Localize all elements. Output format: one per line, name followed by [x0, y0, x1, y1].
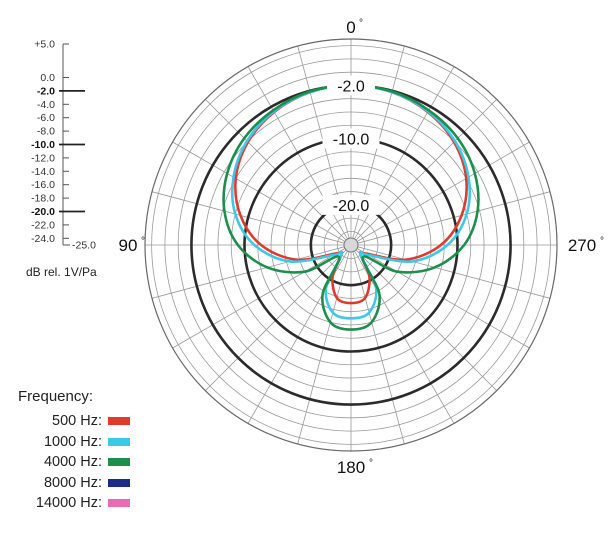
- grid-ring: [297, 191, 405, 299]
- series-curve-4000-hz: [222, 84, 480, 331]
- legend-swatch: [108, 417, 130, 426]
- angle-label: 0: [346, 18, 355, 37]
- series-curve-500-hz: [234, 84, 468, 305]
- grid-ring: [336, 230, 366, 260]
- legend-label: 4000 Hz:: [43, 454, 102, 471]
- scale-tick-label: -18.0: [31, 193, 55, 205]
- degree-symbol: °: [600, 236, 604, 247]
- scale-tick-label: -6.0: [37, 112, 55, 124]
- grid-ring: [283, 177, 419, 313]
- legend-swatch: [108, 437, 130, 446]
- angle-label: 180: [337, 458, 365, 477]
- grid-ring: [270, 164, 432, 326]
- ring-label: -2.0: [337, 78, 365, 95]
- center-hub: [343, 237, 359, 253]
- ring-label-bg: [322, 128, 380, 149]
- series-curve-1000-hz: [230, 84, 472, 320]
- legend-item: 500 Hz:: [18, 411, 130, 432]
- scale-tick-label: -4.0: [37, 99, 55, 111]
- grid-ring: [204, 98, 498, 392]
- legend-label: 14000 Hz:: [35, 495, 102, 512]
- grid-ring: [217, 111, 485, 379]
- degree-symbol: °: [141, 236, 145, 247]
- grid-ring: [257, 151, 445, 339]
- scale-tick-label: -12.0: [31, 152, 55, 164]
- scale-tick-label: -10.0: [31, 139, 55, 151]
- grid-outer-ring: [144, 38, 558, 452]
- grid-ring: [323, 217, 379, 273]
- scale-tick-label: -20.0: [31, 206, 55, 218]
- angle-label: 90: [119, 236, 138, 255]
- angle-label: 270: [568, 236, 596, 255]
- unit-label: dB rel. 1V/Pa: [26, 265, 97, 279]
- scale-tick-label: 0.0: [40, 72, 55, 84]
- grid-ring: [230, 124, 472, 366]
- scale-tick-label: -25.0: [72, 240, 96, 252]
- degree-symbol: °: [369, 458, 373, 469]
- scale-tick-label: -8.0: [37, 126, 55, 138]
- ring-label: -20.0: [333, 198, 370, 215]
- legend-item: 4000 Hz:: [18, 452, 130, 473]
- legend-title: Frequency:: [18, 388, 94, 405]
- scale-tick-label: +5.0: [34, 39, 55, 51]
- legend-item: 8000 Hz:: [18, 473, 130, 494]
- scale-tick-label: -16.0: [31, 179, 55, 191]
- grid-ring: [164, 58, 538, 432]
- degree-symbol: °: [359, 18, 363, 29]
- legend-swatch: [108, 478, 130, 487]
- scale-tick-label: -24.0: [31, 233, 55, 245]
- series-curves: [222, 84, 480, 331]
- polar-labels: 0 °90 °180 °270 °-2.0-10.0-20.0: [119, 18, 604, 477]
- ring-label-bg: [322, 194, 380, 215]
- legend-label: 1000 Hz:: [43, 433, 102, 450]
- legend-swatch: [108, 499, 130, 508]
- ring-label: -10.0: [333, 132, 370, 149]
- legend-item: 1000 Hz:: [18, 432, 130, 453]
- legend: Frequency: 500 Hz: 1000 Hz: 4000 Hz: 800…: [18, 388, 148, 514]
- grid-ring: [177, 71, 525, 419]
- legend-item: 14000 Hz:: [18, 493, 130, 514]
- legend-swatch: [108, 458, 130, 467]
- grid-ring: [151, 45, 551, 445]
- legend-label: 500 Hz:: [52, 413, 102, 430]
- polar-grid: [144, 38, 558, 452]
- legend-label: 8000 Hz:: [43, 474, 102, 491]
- scale-tick-label: -2.0: [37, 85, 55, 97]
- radial-scale: +5.00.0-2.0-4.0-6.0-8.0-10.0-12.0-14.0-1…: [26, 39, 97, 280]
- ring-label-bg: [327, 75, 375, 96]
- scale-tick-label: -22.0: [31, 219, 55, 231]
- scale-tick-label: -14.0: [31, 166, 55, 178]
